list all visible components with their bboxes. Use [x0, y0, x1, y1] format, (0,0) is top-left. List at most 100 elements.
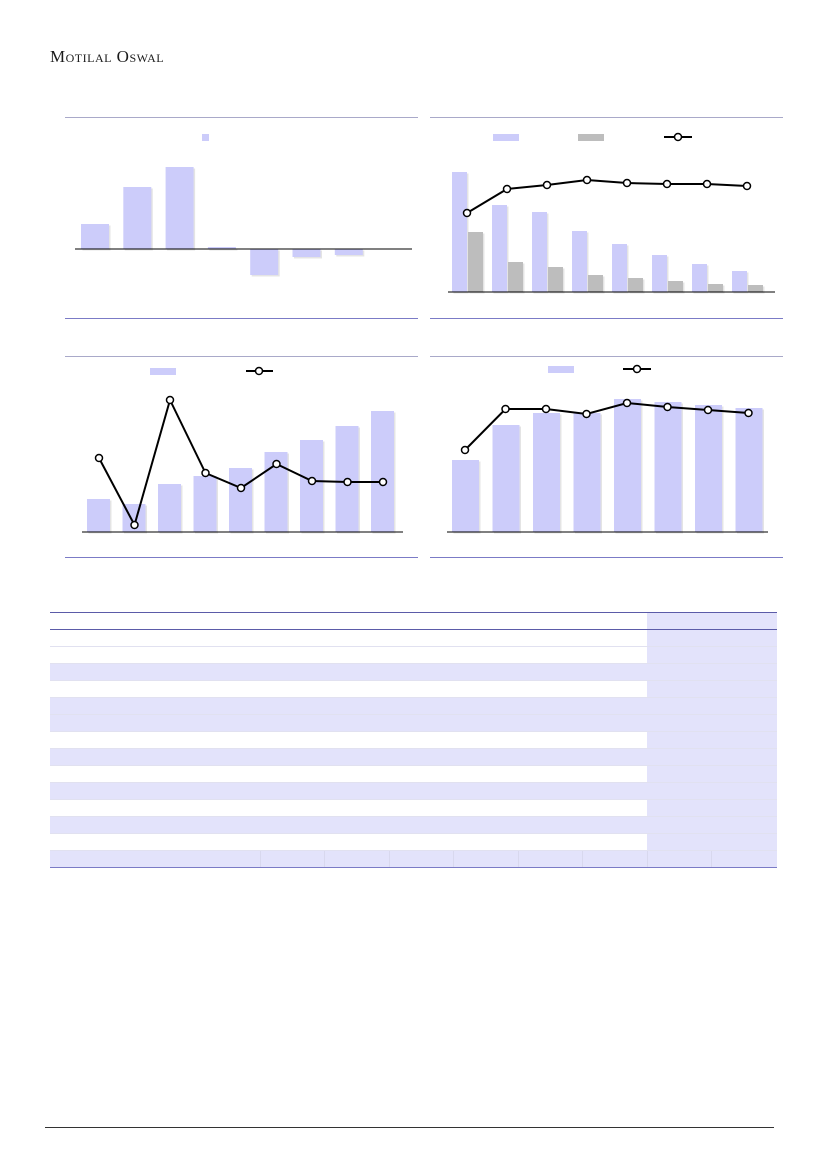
line-series-point-7 [744, 408, 753, 418]
chart-4-svg [447, 364, 768, 534]
table-row [50, 817, 777, 834]
bar-b-2 [548, 267, 563, 292]
line-series-point-4 [236, 483, 246, 493]
table-row [50, 783, 777, 800]
bar-2 [533, 413, 560, 532]
chart-1 [65, 120, 418, 316]
bar-a-1 [492, 205, 507, 292]
bar-b-0 [468, 232, 483, 292]
chart-2-svg [448, 132, 775, 294]
chart-3-svg [82, 366, 403, 534]
bar-3 [207, 247, 236, 249]
bar-2 [165, 167, 194, 249]
line-series-point-4 [622, 178, 632, 188]
bar-a-3 [572, 231, 587, 292]
line-series-point-6 [703, 405, 713, 415]
table-row-highlight [647, 766, 777, 782]
line-series-point-8 [378, 477, 388, 487]
line-series-point-3 [582, 409, 591, 419]
chart-2 [430, 120, 783, 316]
bar-1 [492, 425, 520, 532]
column-divider [582, 851, 583, 867]
column-divider [453, 851, 454, 867]
column-divider [711, 851, 712, 867]
line-series-point-7 [742, 181, 752, 191]
bar-3 [573, 413, 601, 532]
line-series-point-7 [343, 477, 352, 487]
table-row [50, 766, 777, 783]
bar-a-4 [612, 244, 627, 292]
line-series-point-3 [582, 175, 592, 185]
line-series-point-5 [662, 179, 672, 189]
bar-1 [122, 504, 146, 532]
line-series-point-1 [502, 184, 512, 194]
table-row-highlight [647, 800, 777, 816]
line-series-point-0 [94, 453, 104, 463]
table-row [50, 732, 777, 749]
column-divider [389, 851, 390, 867]
bar-4 [250, 249, 279, 275]
table-row [50, 698, 777, 715]
panel-1-bottom-rule [65, 318, 418, 319]
bar-6 [300, 440, 323, 532]
panel-3-top-rule [65, 356, 418, 357]
legend-marker [254, 366, 264, 376]
table-row [50, 681, 777, 698]
legend-swatch-bar [150, 368, 176, 375]
line-series-point-1 [501, 404, 510, 414]
table-row-highlight [647, 834, 777, 850]
panel-3-bottom-rule [65, 557, 418, 558]
bar-0 [452, 460, 479, 532]
legend-marker [673, 132, 683, 142]
table-row-highlight [647, 732, 777, 748]
line-series-point-3 [201, 468, 210, 478]
table-row-highlight [647, 817, 777, 833]
bar-0 [81, 224, 109, 249]
column-divider [647, 851, 648, 867]
table-row [50, 715, 777, 732]
bar-b-4 [628, 278, 643, 292]
line-series-point-2 [165, 395, 175, 405]
bar-8 [371, 411, 394, 532]
bar-5 [654, 402, 682, 532]
bar-0 [87, 499, 110, 532]
table-row-highlight [647, 698, 777, 714]
bar-a-7 [732, 271, 747, 292]
table-row-highlight [647, 664, 777, 680]
column-divider [260, 851, 261, 867]
table-row-highlight [647, 749, 777, 765]
bar-b-1 [508, 262, 523, 292]
line-series-point-2 [541, 404, 551, 414]
table-row-highlight [647, 630, 777, 646]
table-row [50, 749, 777, 766]
legend-marker [632, 364, 642, 374]
bar-b-3 [588, 275, 603, 292]
bar-7 [735, 408, 763, 532]
legend-swatch-bar-b [578, 134, 604, 141]
table-row [50, 851, 777, 868]
panel-2-bottom-rule [430, 318, 783, 319]
bar-5 [264, 452, 288, 532]
table-row-highlight [647, 783, 777, 799]
legend-swatch-bar [548, 366, 574, 373]
brand-logo: Motilal Oswal [50, 47, 165, 66]
bar-6 [334, 249, 363, 255]
table-row-highlight [647, 851, 777, 867]
line-series-point-5 [272, 459, 281, 469]
line-series-point-0 [462, 208, 472, 218]
chart-3 [65, 358, 418, 554]
bar-4 [614, 399, 641, 532]
table-row-highlight [647, 715, 777, 731]
line-series-point-4 [622, 398, 632, 408]
line-series-point-6 [702, 179, 712, 189]
bar-a-2 [532, 212, 547, 292]
chart-1-svg [75, 134, 412, 277]
table-row-highlight [647, 647, 777, 663]
table-row [50, 834, 777, 851]
line-series [466, 178, 748, 214]
line-series-point-2 [542, 180, 552, 190]
bar-b-5 [668, 281, 683, 292]
bar-5 [292, 249, 321, 257]
bar-b-6 [708, 284, 723, 292]
panel-4-top-rule [430, 356, 783, 357]
